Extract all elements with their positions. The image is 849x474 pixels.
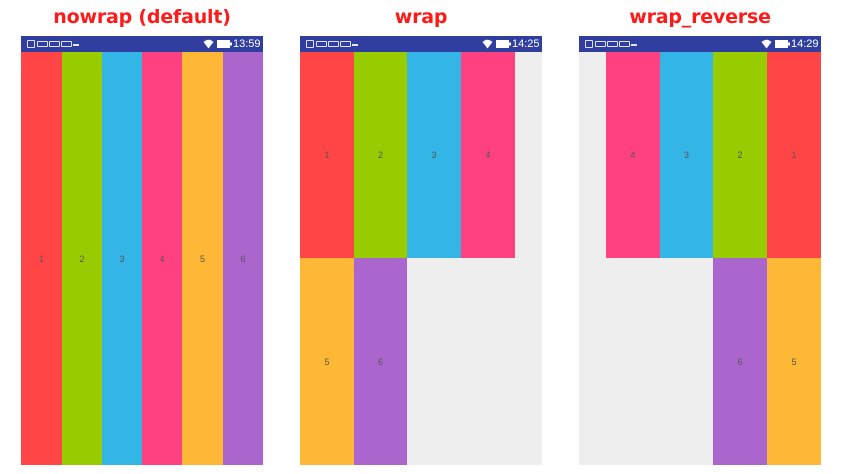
flex-item-6: 6 (713, 258, 767, 465)
flex-item-2: 2 (713, 52, 767, 258)
status-clock: 13:59 (233, 38, 261, 50)
flex-item-3: 3 (102, 52, 142, 465)
flex-item-5: 5 (300, 258, 354, 465)
flexbox-container: 4 3 2 1 6 5 (579, 52, 821, 465)
notification-icon (607, 41, 618, 47)
panel-nowrap: nowrap (default) 13:59 1 2 3 4 5 6 (21, 0, 263, 474)
flex-item-label: 4 (159, 253, 165, 264)
flex-item-label: 6 (240, 253, 246, 264)
flex-item-label: 3 (683, 150, 689, 160)
phone-screen: 13:59 1 2 3 4 5 6 (21, 36, 263, 465)
flex-item-1: 1 (21, 52, 62, 465)
lock-icon (27, 40, 35, 48)
flex-item-label: 1 (38, 253, 44, 264)
phone-screen: 14:25 1 2 3 4 5 6 (300, 36, 542, 465)
flex-item-3: 3 (660, 52, 713, 258)
panel-wrap-reverse: wrap_reverse 14:29 4 3 2 1 6 5 (579, 0, 821, 474)
flex-item-label: 6 (377, 356, 383, 367)
panel-title: wrap_reverse (629, 6, 771, 28)
lock-icon (306, 40, 314, 48)
flex-item-label: 6 (737, 356, 743, 367)
flexbox-container: 1 2 3 4 5 6 (300, 52, 542, 465)
flex-item-label: 3 (431, 150, 437, 160)
flex-item-label: 5 (324, 356, 330, 367)
notification-icon (340, 41, 351, 47)
panel-title: nowrap (default) (53, 6, 231, 28)
notification-icon (316, 41, 327, 47)
more-icon (73, 44, 79, 46)
flex-item-label: 1 (324, 150, 330, 160)
lock-icon (585, 40, 593, 48)
flex-item-6: 6 (354, 258, 407, 465)
flex-item-4: 4 (461, 52, 515, 258)
more-icon (352, 44, 358, 46)
flex-item-1: 1 (767, 52, 821, 258)
panel-title: wrap (394, 6, 448, 28)
flex-item-2: 2 (354, 52, 407, 258)
status-clock: 14:25 (512, 38, 540, 50)
flex-item-6: 6 (223, 52, 263, 465)
flex-item-label: 5 (199, 253, 205, 264)
flex-item-label: 1 (791, 150, 797, 160)
notification-icon (37, 41, 48, 47)
status-bar: 14:29 (579, 36, 821, 52)
notification-icon (328, 41, 339, 47)
flex-item-label: 4 (630, 150, 636, 160)
flex-item-4: 4 (142, 52, 182, 465)
wifi-icon (482, 39, 493, 49)
flex-item-5: 5 (767, 258, 821, 465)
flex-item-2: 2 (62, 52, 102, 465)
notification-icon (595, 41, 606, 47)
flex-item-label: 2 (377, 150, 383, 160)
notification-icon (61, 41, 72, 47)
phone-screen: 14:29 4 3 2 1 6 5 (579, 36, 821, 465)
flex-item-label: 2 (79, 253, 85, 264)
flex-item-1: 1 (300, 52, 354, 258)
wifi-icon (761, 39, 772, 49)
more-icon (631, 44, 637, 46)
flex-item-3: 3 (407, 52, 461, 258)
panel-wrap: wrap 14:25 1 2 3 4 5 6 (300, 0, 542, 474)
status-bar: 14:25 (300, 36, 542, 52)
battery-icon (217, 40, 232, 48)
battery-icon (775, 40, 790, 48)
status-clock: 14:29 (791, 38, 819, 50)
wifi-icon (203, 39, 214, 49)
flex-item-label: 3 (119, 253, 125, 264)
battery-icon (496, 40, 511, 48)
notification-icon (49, 41, 60, 47)
flex-item-5: 5 (182, 52, 223, 465)
flexbox-container: 1 2 3 4 5 6 (21, 52, 263, 465)
status-bar: 13:59 (21, 36, 263, 52)
notification-icon (619, 41, 630, 47)
flex-item-4: 4 (606, 52, 660, 258)
flex-item-label: 2 (737, 150, 743, 160)
flex-item-label: 5 (791, 356, 797, 367)
flex-item-label: 4 (485, 150, 491, 160)
